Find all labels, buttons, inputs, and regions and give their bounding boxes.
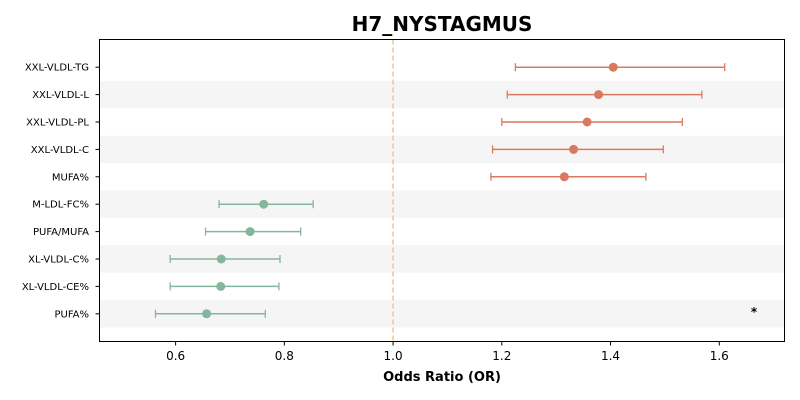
point-estimate bbox=[245, 227, 255, 237]
significance-marker: * bbox=[751, 305, 758, 319]
point-estimate bbox=[559, 172, 569, 182]
x-tick-label: 0.8 bbox=[275, 349, 294, 363]
y-tick-label: XXL-VLDL-PL bbox=[26, 118, 89, 129]
point-estimate bbox=[259, 199, 269, 209]
error-bars bbox=[154, 63, 726, 318]
row-band bbox=[99, 135, 785, 164]
point-estimate bbox=[202, 309, 212, 319]
point-estimate bbox=[216, 281, 226, 291]
row-bands bbox=[99, 80, 785, 328]
x-axis-label: Odds Ratio (OR) bbox=[383, 370, 501, 385]
point-estimates bbox=[202, 62, 618, 319]
x-tick-label: 1.6 bbox=[710, 349, 729, 363]
y-tick-label: XXL-VLDL-TG bbox=[25, 63, 89, 74]
y-tick-label: XXL-VLDL-C bbox=[31, 145, 89, 156]
y-axis-labels: XXL-VLDL-TG XXL-VLDL-L XXL-VLDL-PL XXL-VLDL… bbox=[22, 63, 100, 320]
point-estimate bbox=[594, 90, 604, 100]
error-bar bbox=[506, 90, 703, 99]
x-tick-label: 1.2 bbox=[492, 349, 511, 363]
y-tick-label: XL-VLDL-CE% bbox=[22, 282, 89, 293]
chart-title: H7_NYSTAGMUS bbox=[352, 12, 533, 36]
y-tick-label: PUFA% bbox=[54, 309, 89, 320]
x-tick-label: 0.6 bbox=[166, 349, 185, 363]
y-tick-label: MUFA% bbox=[52, 172, 89, 183]
error-bar bbox=[514, 63, 726, 72]
point-estimate bbox=[569, 144, 579, 154]
x-tick-label: 1.4 bbox=[601, 349, 620, 363]
y-tick-label: M-LDL-FC% bbox=[32, 200, 89, 211]
point-estimate bbox=[582, 117, 592, 127]
y-tick-label: XL-VLDL-C% bbox=[28, 255, 89, 266]
point-estimate bbox=[608, 62, 618, 72]
x-tick-label: 1.0 bbox=[384, 349, 403, 363]
row-band bbox=[99, 190, 785, 218]
plot-frame bbox=[99, 39, 785, 342]
x-axis: 0.6 0.8 1.0 1.2 1.4 1.6 bbox=[166, 341, 729, 363]
annotations: * bbox=[751, 305, 758, 319]
error-bar bbox=[501, 118, 683, 126]
point-estimate bbox=[216, 254, 226, 264]
y-tick-label: PUFA/MUFA bbox=[33, 227, 89, 238]
y-tick-label: XXL-VLDL-L bbox=[32, 90, 89, 101]
